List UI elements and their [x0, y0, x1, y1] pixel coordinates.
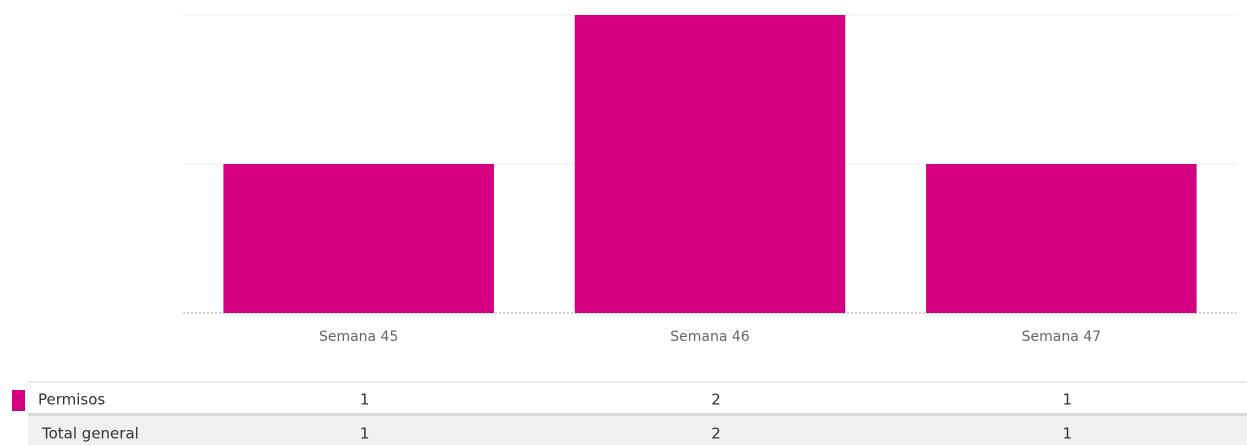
- table-cell: 2: [711, 391, 721, 409]
- table-cell: 1: [1063, 391, 1073, 409]
- x-tick-label: Semana 45: [319, 329, 398, 345]
- bar: [223, 164, 494, 313]
- x-tick-label: Semana 47: [1022, 329, 1101, 345]
- row-separator: [28, 413, 1247, 416]
- total-cell: 1: [1063, 425, 1073, 443]
- legend-swatch: [12, 390, 25, 411]
- total-cell: 1: [360, 425, 370, 443]
- x-tick-label: Semana 46: [670, 329, 750, 345]
- total-row-background: [28, 416, 1247, 445]
- legend-label: Permisos: [38, 391, 105, 409]
- total-cell: 2: [711, 425, 721, 443]
- total-label: Total general: [41, 425, 139, 443]
- table-cell: 1: [360, 391, 370, 409]
- bar: [574, 15, 846, 313]
- bar: [926, 164, 1197, 313]
